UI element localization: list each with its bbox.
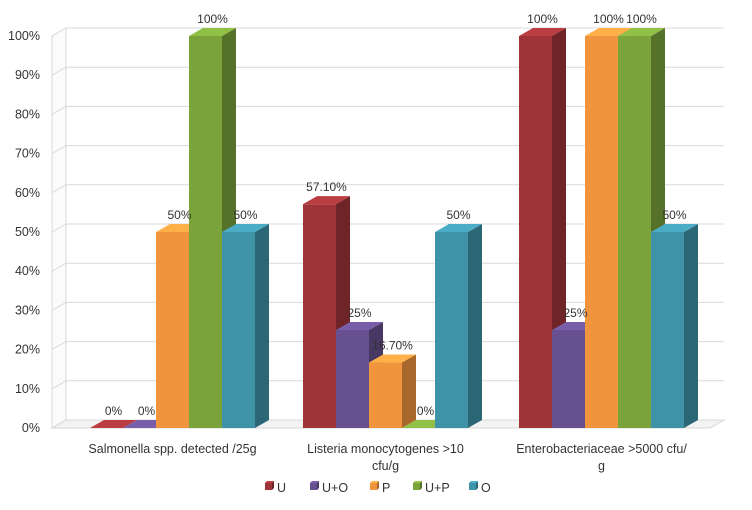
- legend-swatch: [265, 481, 274, 490]
- category-labels: Salmonella spp. detected /25g Listeria mo…: [88, 442, 687, 473]
- gridline: [51, 145, 724, 155]
- data-label: 100%: [197, 12, 228, 26]
- gridlines: [51, 27, 724, 429]
- data-label: 16.70%: [372, 339, 413, 353]
- data-label: 50%: [233, 208, 257, 222]
- legend-label: U+O: [322, 481, 348, 495]
- data-label: 25%: [563, 306, 587, 320]
- category-label: Listeria monocytogenes >10 cfu/g: [307, 442, 464, 473]
- gridline: [51, 27, 724, 37]
- legend-swatch: [370, 481, 379, 490]
- y-tick-label: 90%: [15, 68, 40, 82]
- gridline: [51, 66, 724, 76]
- legend: U U+O P U+P O: [265, 481, 491, 495]
- y-tick-label: 20%: [15, 343, 40, 357]
- gridline: [51, 341, 724, 351]
- data-label: 0%: [417, 404, 435, 418]
- bars: [90, 28, 698, 428]
- bar-u-0: [90, 420, 137, 428]
- data-label: 57.10%: [306, 180, 347, 194]
- y-tick-label: 10%: [15, 382, 40, 396]
- data-label: 50%: [167, 208, 191, 222]
- legend-label: U+P: [425, 481, 450, 495]
- bar-o-0: [222, 224, 269, 428]
- category-label: Salmonella spp. detected /25g: [88, 442, 256, 456]
- legend-swatch: [310, 481, 319, 490]
- gridline: [51, 184, 724, 194]
- y-tick-label: 70%: [15, 147, 40, 161]
- gridline: [51, 105, 724, 115]
- data-label: 50%: [662, 208, 686, 222]
- gridline: [51, 301, 724, 311]
- data-labels: 0% 0% 50% 100% 50% 57.10% 25% 16.70% 0% 50% 100% 25…: [105, 12, 687, 418]
- y-tick-label: 80%: [15, 107, 40, 121]
- data-label: 0%: [105, 404, 123, 418]
- bar-o-1: [435, 224, 482, 428]
- legend-swatch: [413, 481, 422, 490]
- y-tick-label: 0%: [22, 421, 40, 435]
- gridline: [51, 419, 724, 429]
- y-tick-label: 100%: [8, 29, 40, 43]
- data-label: 100%: [593, 12, 624, 26]
- gridline: [51, 262, 724, 272]
- y-axis-ticks: 0% 10% 20% 30% 40% 50% 60% 70% 80% 90% 100%: [8, 29, 40, 435]
- bar-o-2: [651, 224, 698, 428]
- y-tick-label: 60%: [15, 186, 40, 200]
- data-label: 100%: [527, 12, 558, 26]
- data-label: 0%: [138, 404, 156, 418]
- legend-label: U: [277, 481, 286, 495]
- legend-label: O: [481, 481, 491, 495]
- y-tick-label: 30%: [15, 303, 40, 317]
- y-tick-label: 50%: [15, 225, 40, 239]
- gridline: [51, 380, 724, 390]
- data-label: 25%: [347, 306, 371, 320]
- data-label: 100%: [626, 12, 657, 26]
- category-label: Enterobacteriaceae >5000 cfu/g: [516, 442, 687, 473]
- gridline: [51, 223, 724, 233]
- bar-p-1: [369, 354, 416, 428]
- data-label: 50%: [446, 208, 470, 222]
- y-tick-label: 40%: [15, 264, 40, 278]
- legend-label: P: [382, 481, 390, 495]
- legend-swatch: [469, 481, 478, 490]
